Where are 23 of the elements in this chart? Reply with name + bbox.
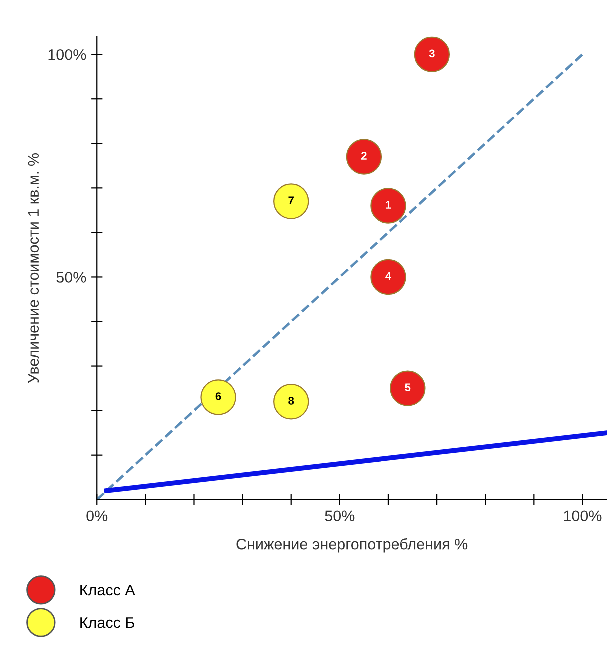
x-tick-label: 0% [86, 510, 108, 522]
legend-label: Класс А [80, 584, 136, 596]
point [370, 188, 406, 224]
x-axis-title: Снижение энергопотребления % [236, 538, 468, 553]
annotation: 3 [429, 50, 435, 58]
point [390, 370, 426, 406]
x-tick-label: 50% [325, 510, 355, 522]
point [346, 139, 382, 175]
y-axis-title: Увеличение стоимости 1 кв.м. % [28, 154, 40, 384]
point [274, 384, 310, 420]
point [414, 36, 450, 72]
annotation: 4 [386, 272, 392, 280]
legend-label: Класс Б [80, 618, 134, 628]
annotation: 7 [288, 196, 294, 204]
annotation: 8 [288, 397, 294, 405]
annotation: 5 [405, 384, 411, 392]
x-tick-label: 100% [564, 510, 602, 522]
point [370, 259, 406, 296]
point [200, 380, 236, 416]
annotation: 1 [386, 201, 392, 209]
annotation: 2 [361, 152, 367, 160]
point [274, 184, 310, 220]
annotation: 6 [216, 392, 222, 400]
